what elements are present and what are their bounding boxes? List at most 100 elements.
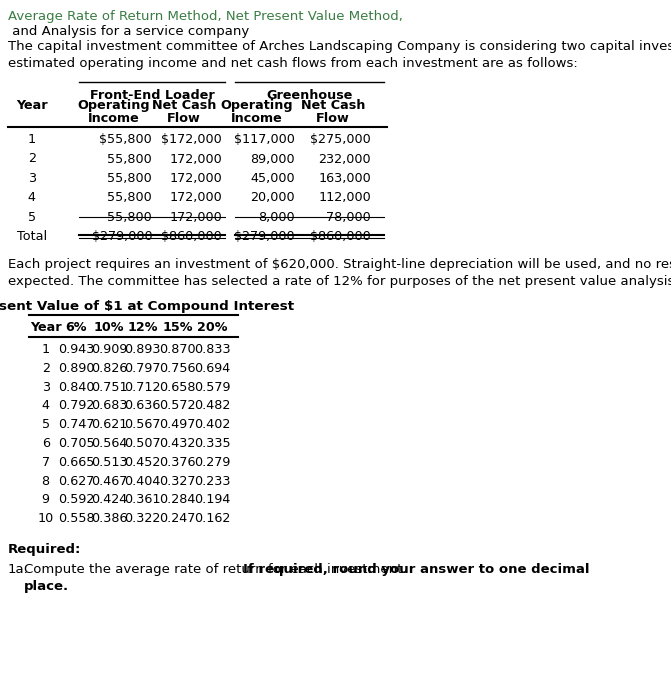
Text: 0.826: 0.826 [91, 362, 127, 375]
Text: 0.564: 0.564 [91, 437, 127, 450]
Text: 0.840: 0.840 [58, 381, 95, 394]
Text: 4: 4 [28, 192, 36, 205]
Text: 55,800: 55,800 [107, 192, 152, 205]
Text: $279,000: $279,000 [234, 230, 295, 244]
Text: 6: 6 [42, 437, 50, 450]
Text: 8: 8 [42, 475, 50, 487]
Text: 163,000: 163,000 [318, 172, 371, 185]
Text: 1a.: 1a. [7, 563, 28, 576]
Text: Flow: Flow [316, 113, 350, 126]
Text: 55,800: 55,800 [107, 211, 152, 224]
Text: 0.402: 0.402 [194, 418, 231, 431]
Text: $55,800: $55,800 [99, 133, 152, 146]
Text: 0.386: 0.386 [91, 512, 127, 525]
Text: If required, round your answer to one decimal: If required, round your answer to one de… [244, 563, 590, 576]
Text: 10: 10 [38, 512, 54, 525]
Text: 7: 7 [42, 456, 50, 469]
Text: $275,000: $275,000 [310, 133, 371, 146]
Text: 0.467: 0.467 [91, 475, 127, 487]
Text: $117,000: $117,000 [234, 133, 295, 146]
Text: 8,000: 8,000 [258, 211, 295, 224]
Text: The capital investment committee of Arches Landscaping Company is considering tw: The capital investment committee of Arch… [7, 40, 671, 53]
Text: 0.705: 0.705 [58, 437, 95, 450]
Text: 0.497: 0.497 [159, 418, 196, 431]
Text: Present Value of $1 at Compound Interest: Present Value of $1 at Compound Interest [0, 300, 294, 313]
Text: 0.284: 0.284 [159, 493, 196, 506]
Text: Income: Income [89, 113, 140, 126]
Text: 0.558: 0.558 [58, 512, 95, 525]
Text: 0.943: 0.943 [58, 343, 95, 356]
Text: 0.162: 0.162 [194, 512, 231, 525]
Text: $279,000: $279,000 [91, 230, 152, 244]
Text: 172,000: 172,000 [169, 192, 222, 205]
Text: 232,000: 232,000 [318, 153, 371, 165]
Text: $172,000: $172,000 [161, 133, 222, 146]
Text: 0.507: 0.507 [124, 437, 161, 450]
Text: 0.482: 0.482 [194, 400, 231, 412]
Text: expected. The committee has selected a rate of 12% for purposes of the net prese: expected. The committee has selected a r… [7, 275, 671, 288]
Text: 0.233: 0.233 [194, 475, 231, 487]
Text: 0.361: 0.361 [124, 493, 161, 506]
Text: 0.683: 0.683 [91, 400, 127, 412]
Text: 0.194: 0.194 [194, 493, 231, 506]
Text: place.: place. [24, 580, 69, 593]
Text: Operating: Operating [221, 99, 293, 112]
Text: Year: Year [30, 321, 62, 335]
Text: Greenhouse: Greenhouse [266, 89, 352, 102]
Text: 12%: 12% [127, 321, 158, 335]
Text: 0.792: 0.792 [58, 400, 95, 412]
Text: estimated operating income and net cash flows from each investment are as follow: estimated operating income and net cash … [7, 57, 577, 70]
Text: 0.567: 0.567 [124, 418, 161, 431]
Text: 0.513: 0.513 [91, 456, 127, 469]
Text: 0.627: 0.627 [58, 475, 95, 487]
Text: Total: Total [17, 230, 47, 244]
Text: 0.870: 0.870 [159, 343, 196, 356]
Text: 9: 9 [42, 493, 50, 506]
Text: 1: 1 [42, 343, 50, 356]
Text: Net Cash: Net Cash [301, 99, 365, 112]
Text: 2: 2 [42, 362, 50, 375]
Text: 0.890: 0.890 [58, 362, 95, 375]
Text: 0.658: 0.658 [159, 381, 196, 394]
Text: Required:: Required: [7, 543, 81, 556]
Text: Front-End Loader: Front-End Loader [90, 89, 215, 102]
Text: 0.751: 0.751 [91, 381, 127, 394]
Text: Net Cash: Net Cash [152, 99, 216, 112]
Text: 0.424: 0.424 [91, 493, 127, 506]
Text: 0.621: 0.621 [91, 418, 127, 431]
Text: 0.756: 0.756 [159, 362, 196, 375]
Text: 55,800: 55,800 [107, 172, 152, 185]
Text: 15%: 15% [162, 321, 193, 335]
Text: 0.747: 0.747 [58, 418, 95, 431]
Text: 0.322: 0.322 [125, 512, 161, 525]
Text: 0.452: 0.452 [125, 456, 161, 469]
Text: Each project requires an investment of $620,000. Straight-line depreciation will: Each project requires an investment of $… [7, 258, 671, 271]
Text: 78,000: 78,000 [326, 211, 371, 224]
Text: 1: 1 [28, 133, 36, 146]
Text: 0.797: 0.797 [124, 362, 161, 375]
Text: 0.327: 0.327 [159, 475, 196, 487]
Text: 172,000: 172,000 [169, 153, 222, 165]
Text: 172,000: 172,000 [169, 211, 222, 224]
Text: 0.893: 0.893 [124, 343, 161, 356]
Text: 172,000: 172,000 [169, 172, 222, 185]
Text: $860,000: $860,000 [161, 230, 222, 244]
Text: 4: 4 [42, 400, 50, 412]
Text: 0.572: 0.572 [159, 400, 196, 412]
Text: 3: 3 [42, 381, 50, 394]
Text: 0.636: 0.636 [125, 400, 161, 412]
Text: 0.404: 0.404 [125, 475, 161, 487]
Text: 0.833: 0.833 [194, 343, 231, 356]
Text: and Analysis for a service company: and Analysis for a service company [7, 26, 249, 38]
Text: Income: Income [231, 113, 282, 126]
Text: 0.712: 0.712 [124, 381, 161, 394]
Text: 0.279: 0.279 [194, 456, 231, 469]
Text: 20%: 20% [197, 321, 227, 335]
Text: 20,000: 20,000 [250, 192, 295, 205]
Text: 3: 3 [28, 172, 36, 185]
Text: 0.579: 0.579 [194, 381, 231, 394]
Text: 5: 5 [28, 211, 36, 224]
Text: 10%: 10% [94, 321, 124, 335]
Text: 112,000: 112,000 [318, 192, 371, 205]
Text: 0.376: 0.376 [159, 456, 196, 469]
